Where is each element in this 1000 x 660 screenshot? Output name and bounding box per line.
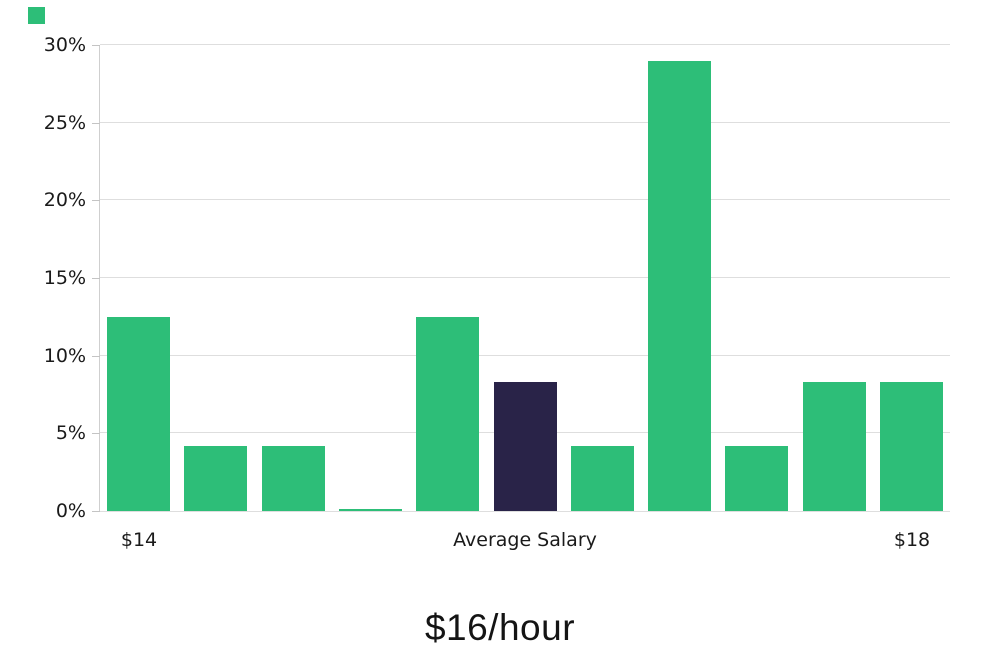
bar [339,509,402,511]
gridline-30% [100,44,950,45]
y-tick-mark [92,123,100,124]
y-tick-label: 5% [55,422,86,444]
gridline-20% [100,199,950,200]
y-tick-mark [92,356,100,357]
bar [107,317,170,511]
y-tick-mark [92,45,100,46]
chart-title: $16/hour [424,607,576,648]
gridline-15% [100,277,950,278]
bar [571,446,634,511]
bar [880,382,943,511]
x-tick-label: $14 [120,529,158,551]
bar [725,446,788,511]
bar [262,446,325,511]
y-tick-mark [92,200,100,201]
bar [184,446,247,511]
plot-area [100,44,950,512]
y-tick-label: 20% [43,189,86,211]
x-tick-label: $18 [893,529,931,551]
y-tick-mark [92,278,100,279]
y-tick-label: 15% [43,267,86,289]
y-tick-mark [92,511,100,512]
gridline-10% [100,355,950,356]
y-tick-label: 25% [43,112,86,134]
corner-accent-swatch [28,7,45,24]
y-tick-mark [92,433,100,434]
highlighted-bar-average [494,382,557,511]
x-tick-label: Average Salary [453,529,597,551]
gridline-25% [100,122,950,123]
y-tick-label: 0% [55,500,86,522]
y-tick-label: 10% [43,345,86,367]
y-tick-label: 30% [43,34,86,56]
bar [803,382,866,511]
bar [648,61,711,511]
gridline-0% [100,511,950,512]
bar [416,317,479,511]
